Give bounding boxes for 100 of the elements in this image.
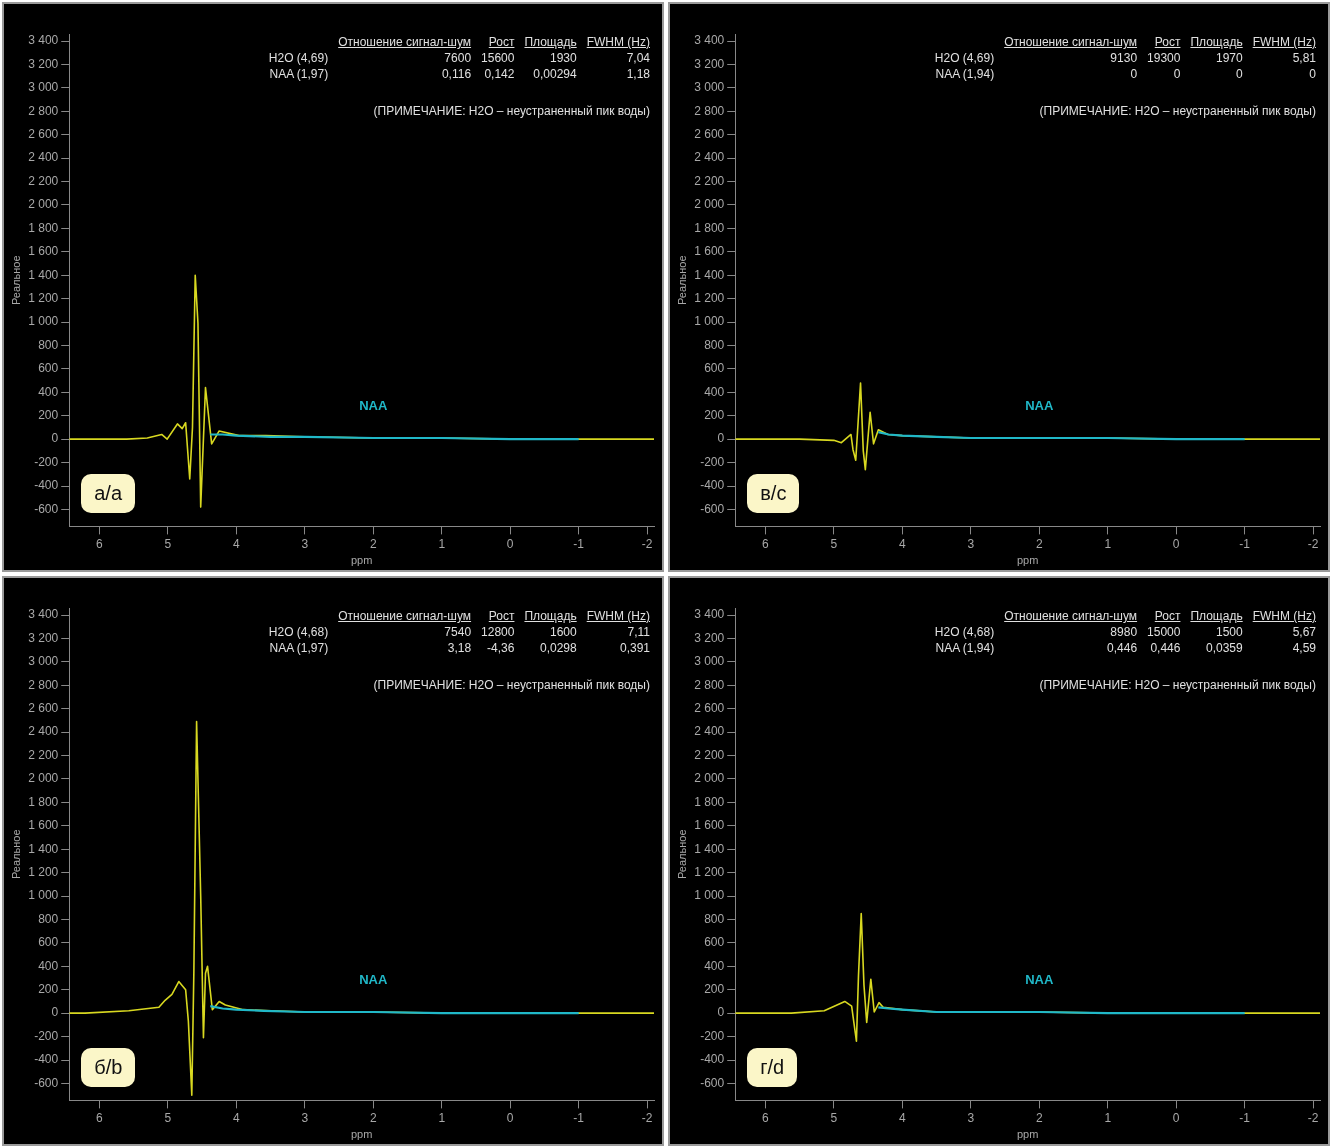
annotation: H2O (4,69) <box>267 51 329 67</box>
y-tick-label: -200 <box>34 1028 59 1043</box>
annotation: а/a <box>81 474 136 514</box>
annotation: H2O (4,68) <box>933 625 995 641</box>
y-tick-label: 1 600 <box>28 244 59 259</box>
annotation: NAA (1,97) <box>268 67 329 83</box>
annotation: H2O (4,68) <box>267 625 329 641</box>
y-axis-title: Реальное <box>675 255 688 305</box>
annotation: NAA <box>1025 398 1054 414</box>
annotation: 0 <box>1172 67 1181 83</box>
y-tick-label: 1 400 <box>28 841 59 856</box>
x-tick-label: 1 <box>438 1110 446 1125</box>
x-tick-label: 3 <box>301 536 309 551</box>
annotation: (ПРИМЕЧАНИЕ: H2O – неустраненный пик воды) <box>1039 104 1316 118</box>
annotation: FWHM (Hz) <box>1251 35 1316 51</box>
y-tick-label: 1 400 <box>694 267 725 282</box>
annotation: FWHM (Hz) <box>585 609 650 625</box>
annotation: 3,18 <box>446 641 472 657</box>
y-tick-label: 3 000 <box>28 80 59 95</box>
y-tick-label: 3 400 <box>28 607 59 622</box>
y-tick-label: -200 <box>700 454 725 469</box>
y-tick-label: 2 000 <box>28 197 59 212</box>
y-tick-label: 200 <box>704 408 725 423</box>
y-tick-label: 400 <box>38 384 59 399</box>
annotation: FWHM (Hz) <box>585 35 650 51</box>
annotation: NAA (1,94) <box>934 641 995 657</box>
x-axis-title: ppm <box>350 554 373 567</box>
annotation: Отношение сигнал-шум <box>337 609 472 625</box>
y-tick-label: 0 <box>717 1005 725 1020</box>
annotation: Площадь <box>523 609 577 625</box>
x-axis-title: ppm <box>1016 554 1039 567</box>
annotation: NAA <box>1025 972 1054 988</box>
annotation: 9130 <box>1109 51 1138 67</box>
y-tick-label: 3 200 <box>694 630 725 645</box>
y-tick-label: 200 <box>38 408 59 423</box>
x-tick-label: 6 <box>762 536 770 551</box>
y-tick-label: 1 000 <box>28 888 59 903</box>
annotation: 0,142 <box>483 67 515 83</box>
x-tick-label: 0 <box>506 1110 514 1125</box>
x-tick-label: 3 <box>967 1110 975 1125</box>
annotation: 7,11 <box>626 625 650 641</box>
y-tick-label: 400 <box>704 958 725 973</box>
annotation: 0 <box>1308 67 1316 83</box>
y-tick-label: 2 200 <box>28 747 59 762</box>
y-tick-label: 1 600 <box>694 818 725 833</box>
annotation: в/c <box>747 474 800 514</box>
annotation: Рост <box>487 35 515 51</box>
y-tick-label: 1 000 <box>694 888 725 903</box>
y-tick-label: 1 200 <box>694 864 725 879</box>
x-tick-label: 3 <box>301 1110 309 1125</box>
y-tick-label: -200 <box>34 454 59 469</box>
annotation: -4,36 <box>486 641 515 657</box>
y-tick-label: 2 400 <box>28 724 59 739</box>
y-tick-label: 3 000 <box>694 654 725 669</box>
x-tick-label: 5 <box>830 536 838 551</box>
y-tick-label: 2 000 <box>694 197 725 212</box>
annotation: Площадь <box>1189 609 1243 625</box>
y-tick-label: 2 800 <box>694 677 725 692</box>
y-tick-label: 2 400 <box>694 724 725 739</box>
annotation: 0,00294 <box>532 67 577 83</box>
x-tick-label: 5 <box>830 1110 838 1125</box>
x-tick-label: -1 <box>573 536 585 551</box>
y-tick-label: 2 800 <box>694 103 725 118</box>
annotation: 19300 <box>1146 51 1181 67</box>
x-tick-label: -2 <box>641 1110 653 1125</box>
annotation: 0 <box>1235 67 1243 83</box>
y-tick-label: 2 600 <box>694 127 725 142</box>
annotation: 0,446 <box>1106 641 1138 657</box>
x-tick-label: 0 <box>1172 536 1180 551</box>
y-tick-label: 2 400 <box>28 150 59 165</box>
y-axis-title: Реальное <box>675 829 688 879</box>
annotation: Рост <box>1153 609 1181 625</box>
y-tick-label: 1 200 <box>694 290 725 305</box>
y-tick-label: 1 000 <box>28 314 59 329</box>
y-tick-label: 600 <box>704 935 725 950</box>
annotation: 0,0359 <box>1205 641 1243 657</box>
annotation: Рост <box>1153 35 1181 51</box>
y-tick-label: 3 200 <box>28 630 59 645</box>
annotation: 8980 <box>1109 625 1138 641</box>
annotation: Отношение сигнал-шум <box>337 35 472 51</box>
annotation: 1,18 <box>625 67 650 83</box>
x-axis-title: ppm <box>1016 1128 1039 1141</box>
x-tick-label: -2 <box>1307 536 1319 551</box>
x-tick-label: 1 <box>1104 536 1112 551</box>
annotation: 0 <box>1129 67 1138 83</box>
y-tick-label: 2 200 <box>694 173 725 188</box>
y-tick-label: 3 200 <box>694 56 725 71</box>
x-tick-label: -2 <box>641 536 653 551</box>
y-tick-label: 0 <box>51 431 59 446</box>
y-tick-label: 3 000 <box>28 654 59 669</box>
x-tick-label: 6 <box>762 1110 770 1125</box>
annotation: 15600 <box>480 51 515 67</box>
y-tick-label: 1 200 <box>28 290 59 305</box>
x-axis-title: ppm <box>350 1128 373 1141</box>
annotation: 0,116 <box>440 67 472 83</box>
y-tick-label: -400 <box>700 478 725 493</box>
y-tick-label: 600 <box>38 935 59 950</box>
y-tick-label: 1 600 <box>694 244 725 259</box>
x-tick-label: 6 <box>96 536 104 551</box>
y-tick-label: -400 <box>34 1052 59 1067</box>
